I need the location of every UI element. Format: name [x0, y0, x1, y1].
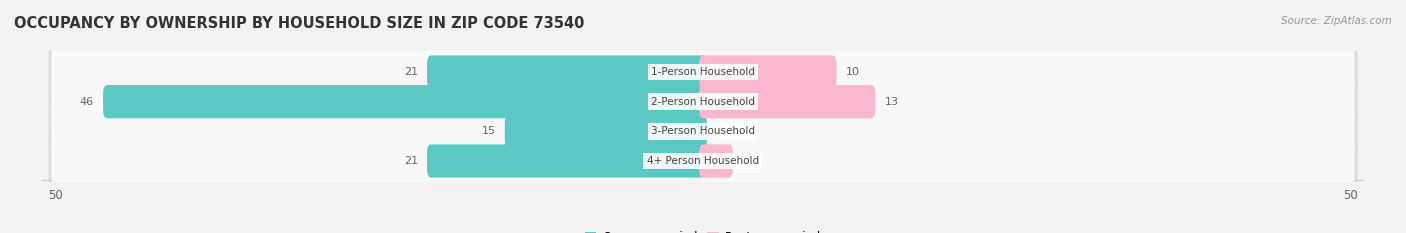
- Text: Source: ZipAtlas.com: Source: ZipAtlas.com: [1281, 16, 1392, 26]
- FancyBboxPatch shape: [51, 137, 1355, 185]
- FancyBboxPatch shape: [427, 55, 707, 89]
- Text: 21: 21: [404, 156, 418, 166]
- FancyBboxPatch shape: [51, 108, 1355, 155]
- Text: 10: 10: [845, 67, 859, 77]
- FancyBboxPatch shape: [51, 78, 1355, 125]
- Text: 21: 21: [404, 67, 418, 77]
- Text: 46: 46: [80, 97, 94, 107]
- FancyBboxPatch shape: [699, 144, 733, 178]
- FancyBboxPatch shape: [49, 136, 1357, 186]
- FancyBboxPatch shape: [505, 115, 707, 148]
- Text: 15: 15: [482, 126, 496, 136]
- FancyBboxPatch shape: [49, 106, 1357, 156]
- Text: 2: 2: [742, 156, 749, 166]
- Text: 13: 13: [884, 97, 898, 107]
- Text: 0: 0: [716, 126, 723, 136]
- FancyBboxPatch shape: [51, 48, 1355, 96]
- FancyBboxPatch shape: [103, 85, 707, 118]
- Text: 3-Person Household: 3-Person Household: [651, 126, 755, 136]
- FancyBboxPatch shape: [699, 55, 837, 89]
- FancyBboxPatch shape: [49, 77, 1357, 127]
- Text: 4+ Person Household: 4+ Person Household: [647, 156, 759, 166]
- Text: 1-Person Household: 1-Person Household: [651, 67, 755, 77]
- Text: OCCUPANCY BY OWNERSHIP BY HOUSEHOLD SIZE IN ZIP CODE 73540: OCCUPANCY BY OWNERSHIP BY HOUSEHOLD SIZE…: [14, 16, 585, 31]
- FancyBboxPatch shape: [49, 47, 1357, 97]
- Text: 2-Person Household: 2-Person Household: [651, 97, 755, 107]
- FancyBboxPatch shape: [699, 85, 876, 118]
- FancyBboxPatch shape: [427, 144, 707, 178]
- Legend: Owner-occupied, Renter-occupied: Owner-occupied, Renter-occupied: [585, 231, 821, 233]
